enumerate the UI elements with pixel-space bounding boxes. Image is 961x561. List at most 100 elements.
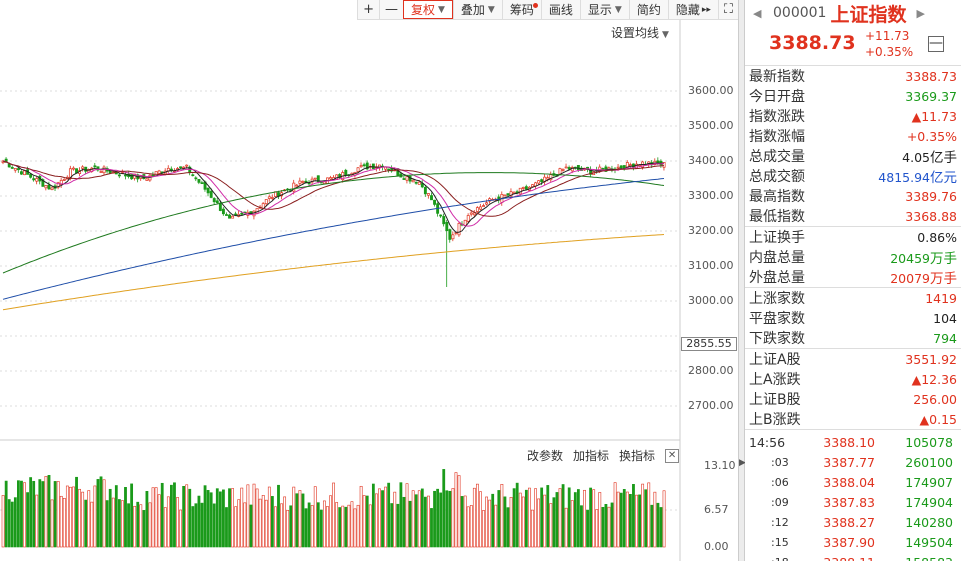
volume-bar (531, 509, 534, 548)
tick-vol: 260100 (905, 454, 953, 470)
candle-body (206, 187, 210, 194)
chip-distribution-button[interactable]: 筹码 (501, 0, 541, 19)
display-button[interactable]: 显示 ▼ (579, 0, 629, 19)
collapse-arrow-icon[interactable]: ▶ (739, 458, 746, 468)
candle-body (509, 191, 513, 197)
stat-label: 最高指数 (749, 189, 805, 205)
collapse-button[interactable]: — (928, 35, 944, 52)
hide-button[interactable]: 隐藏 ▸▸ (667, 0, 718, 19)
stat-label: 上证A股 (749, 352, 801, 368)
volume-bar (258, 498, 262, 548)
volume-bar (38, 479, 42, 548)
price-tick-label: 3000.00 (688, 294, 734, 307)
volume-bar (445, 490, 449, 548)
kline-chart-area[interactable]: + — 复权 ▼ 叠加 ▼ 筹码 画线 显示 ▼ 简约 隐藏 ▸▸ ⛶ 设置均线 ▼ 28… (0, 0, 738, 561)
stat-number: 20079 (890, 271, 930, 286)
modify-params-button[interactable]: 改参数 (527, 449, 564, 463)
candle-body (616, 166, 620, 169)
candle-body (124, 174, 127, 177)
stat-number: 20459 (890, 251, 930, 266)
price-tick-label: 3500.00 (688, 119, 734, 132)
ma-setting-dropdown[interactable]: 设置均线 ▼ (611, 24, 669, 41)
zoom-in-button[interactable]: + (357, 0, 379, 19)
stat-number: 104 (933, 310, 957, 326)
candle-body (240, 212, 244, 215)
tick-time: :09 (771, 495, 789, 509)
volume-bar (583, 489, 586, 548)
panel-splitter[interactable]: ▶ (738, 0, 746, 561)
display-label: 显示 (587, 3, 612, 17)
volume-bar (87, 490, 91, 548)
candle-body (292, 182, 296, 192)
volume-bar (124, 486, 127, 548)
candle-body (215, 200, 219, 203)
volume-bar (436, 488, 440, 548)
volume-bar (378, 488, 381, 548)
volume-bar (16, 480, 20, 548)
volume-bar (69, 486, 72, 548)
volume-bar (549, 503, 553, 548)
adjust-price-button[interactable]: 复权 ▼ (402, 0, 453, 19)
stat-unit: 万手 (930, 271, 957, 287)
volume-bar (644, 489, 648, 548)
volume-bar (326, 506, 329, 548)
candle-body (405, 176, 409, 181)
volume-bar (206, 490, 210, 548)
tick-list[interactable]: 14:56 3388.10 105078:03 3387.77 260100:06 338… (745, 430, 961, 561)
candle-body (414, 181, 418, 184)
candle-body (179, 166, 183, 169)
volume-bar (133, 505, 137, 548)
volume-bar (586, 509, 589, 548)
volume-bar (488, 499, 492, 548)
volume-bar (316, 502, 320, 548)
candle-body (448, 229, 452, 240)
volume-bar (240, 487, 244, 548)
stat-group: 上涨家数 1419 平盘家数 104 下跌家数 794 (745, 288, 961, 349)
prev-stock-icon[interactable]: ◀ (753, 6, 762, 20)
volume-bar (595, 509, 599, 548)
add-indicator-button[interactable]: 加指标 (573, 449, 610, 463)
zoom-out-button[interactable]: — (378, 0, 403, 19)
volume-bar (381, 490, 384, 548)
switch-indicator-button[interactable]: 换指标 (619, 449, 656, 463)
candle-body (182, 166, 186, 169)
close-icon[interactable]: ✕ (665, 448, 680, 463)
candle-body (619, 165, 623, 169)
volume-bar (151, 487, 155, 548)
volume-bar (173, 482, 176, 548)
volume-bar (659, 507, 663, 548)
candle-body (313, 177, 317, 180)
simple-mode-button[interactable]: 简约 (628, 0, 668, 19)
volume-bar (298, 490, 302, 548)
volume-bar (145, 491, 149, 548)
volume-bar (264, 499, 268, 548)
volume-bar (494, 504, 498, 548)
candle-body (20, 171, 23, 175)
volume-bar (50, 499, 54, 548)
volume-bar (580, 505, 583, 548)
price-tick-label: 2800.00 (688, 364, 734, 377)
volume-bar (32, 480, 36, 548)
volume-bar (35, 494, 39, 548)
candle-body (387, 168, 391, 171)
volume-bar (390, 503, 394, 548)
hide-label: 隐藏 (675, 3, 700, 17)
candle-body (625, 162, 629, 168)
stat-value: ▲11.73 (912, 109, 957, 124)
kline-svg[interactable] (0, 20, 738, 561)
overlay-button[interactable]: 叠加 ▼ (452, 0, 502, 19)
candle-body (81, 166, 85, 169)
candle-body (301, 181, 305, 183)
next-stock-icon[interactable]: ▶ (916, 6, 925, 20)
stat-row: 上涨家数 1419 (749, 288, 957, 308)
volume-bar (243, 502, 247, 548)
volume-bar (347, 504, 351, 548)
stat-value: 20079万手 (890, 267, 957, 287)
price-summary: 3388.73 +11.73 +0.35% — (745, 26, 961, 66)
stat-number: ▲12.36 (911, 371, 957, 387)
draw-line-button[interactable]: 画线 (540, 0, 580, 19)
stat-row: 今日开盘 3369.37 (749, 86, 957, 106)
volume-bar (237, 499, 241, 548)
volume-bar (408, 500, 412, 548)
fullscreen-icon[interactable]: ⛶ (717, 0, 738, 19)
